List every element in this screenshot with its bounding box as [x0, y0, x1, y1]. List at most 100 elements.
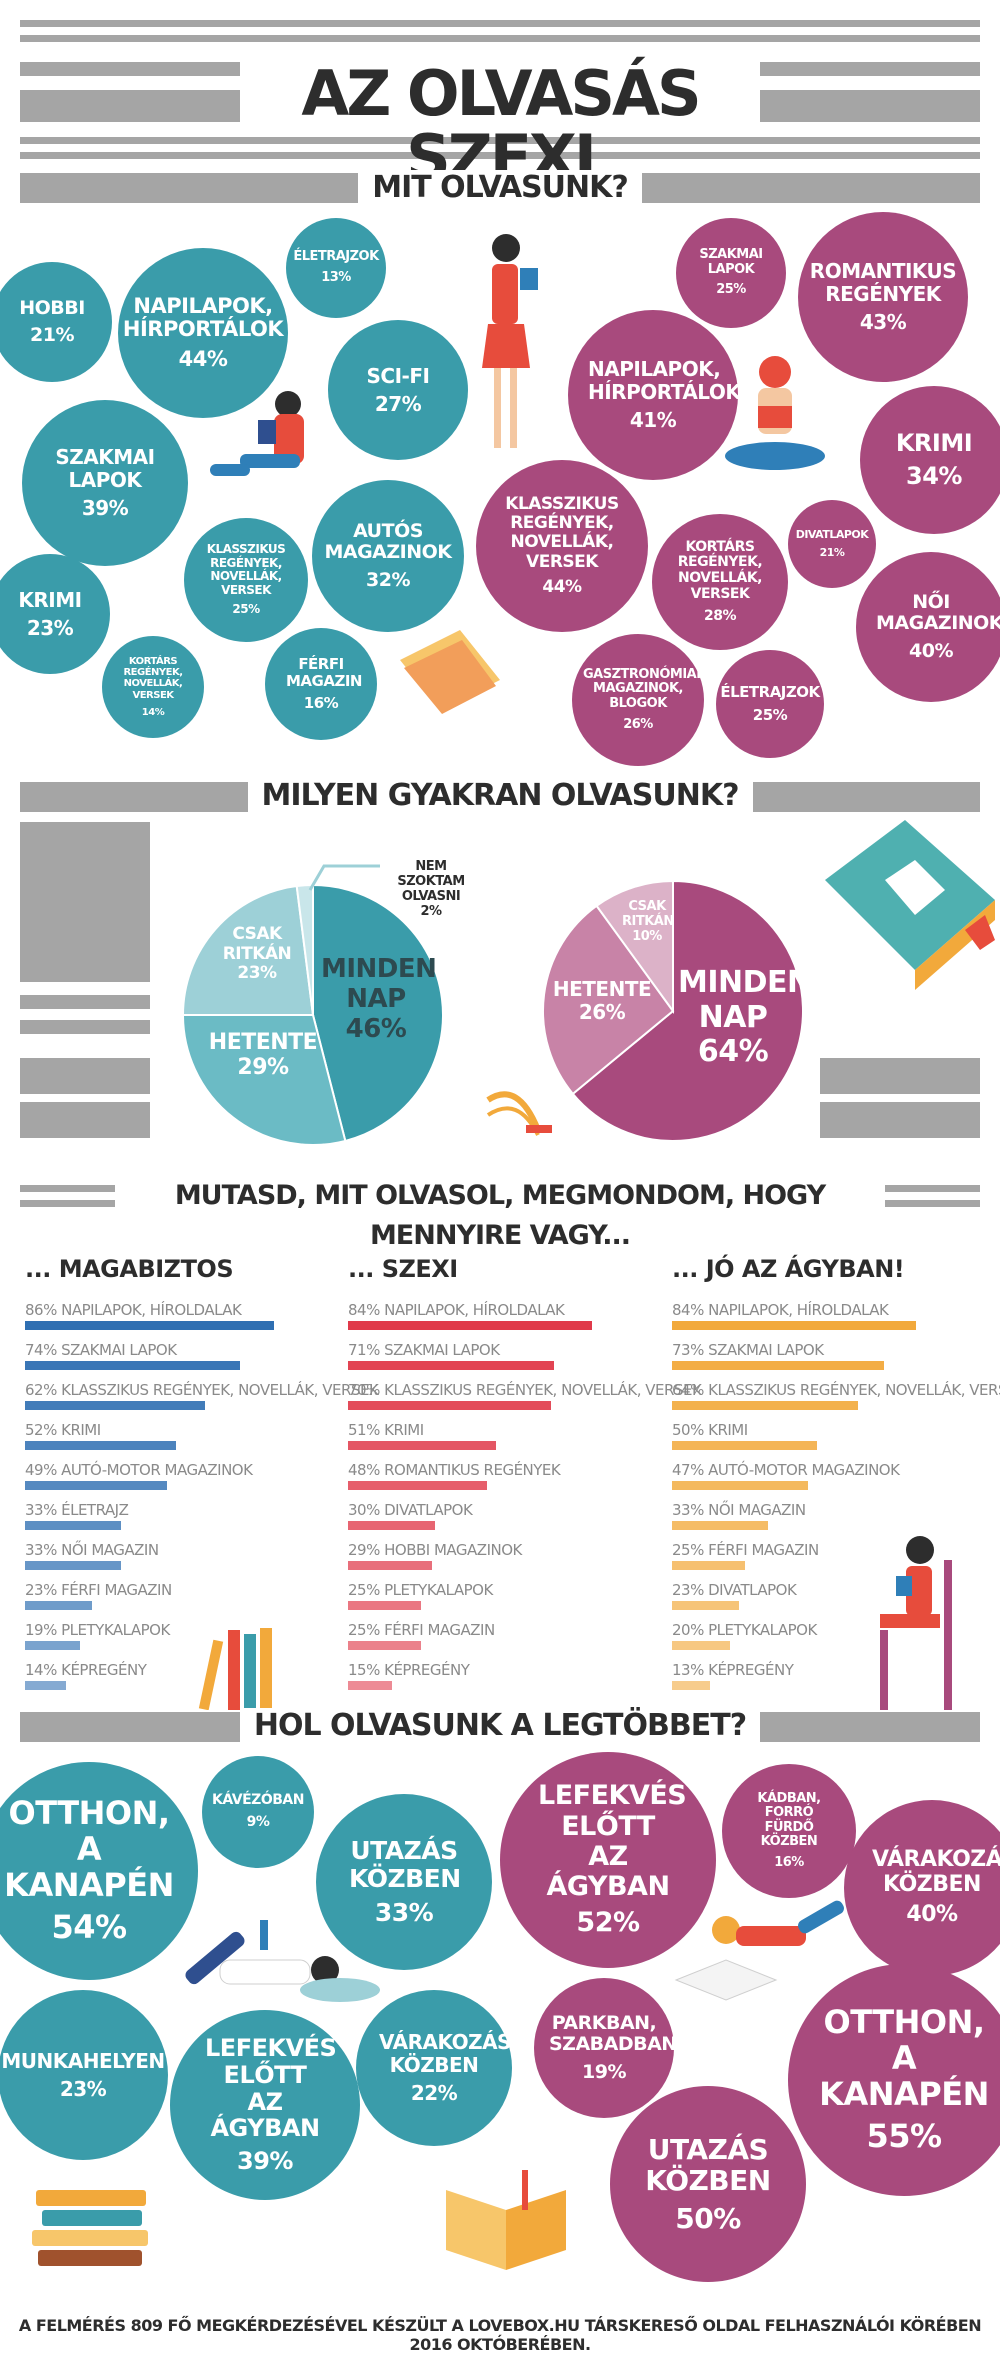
bar-item: 13% KÉPREGÉNY	[672, 1661, 982, 1701]
bar-label: 25% FÉRFI MAGAZIN	[348, 1621, 495, 1639]
bar	[348, 1521, 435, 1530]
what-bubble: NAPILAPOK, HÍRPORTÁLOK 41%	[568, 310, 741, 480]
where-bubble: LEFEKVÉS ELŐTT AZ ÁGYBAN 52%	[500, 1752, 716, 1968]
bar-label: 71% SZAKMAI LAPOK	[348, 1341, 500, 1359]
section-band	[885, 1200, 980, 1207]
bar	[672, 1321, 916, 1330]
bar-label: 25% FÉRFI MAGAZIN	[672, 1541, 819, 1559]
bar-item: 23% DIVATLAPOK	[672, 1581, 982, 1621]
pie1-leader-line	[308, 864, 380, 891]
bar-label: 30% DIVATLAPOK	[348, 1501, 473, 1519]
section-band	[20, 1200, 115, 1207]
what-bubble: HOBBI 21%	[0, 262, 112, 382]
bar-label: 23% DIVATLAPOK	[672, 1581, 797, 1599]
what-bubble: KLASSZIKUS REGÉNYEK, NOVELLÁK, VERSEK 44%	[476, 460, 648, 632]
header-stripe	[20, 62, 240, 76]
bar-item: 52% KRIMI	[25, 1421, 335, 1461]
bar	[348, 1641, 421, 1650]
bar	[25, 1641, 81, 1650]
decor-block	[820, 1058, 980, 1094]
bar-column-bed: ... JÓ AZ ÁGYBAN! 84% NAPILAPOK, HÍROLDA…	[672, 1255, 1000, 1701]
bar	[672, 1641, 730, 1650]
bar-label: 19% PLETYKALAPOK	[25, 1621, 170, 1639]
books-stack-illustration	[198, 1628, 272, 1710]
footer-note: A FELMÉRÉS 809 FŐ MEGKÉRDEZÉSÉVEL KÉSZÜL…	[18, 2316, 982, 2354]
woman-chair-illustration	[880, 1536, 952, 1710]
bar-item: 30% DIVATLAPOK	[348, 1501, 658, 1541]
decor-block	[820, 1102, 980, 1138]
bar	[348, 1561, 433, 1570]
pie-slice	[181, 884, 315, 1016]
where-bubble: UTAZÁS KÖZBEN 50%	[610, 2086, 806, 2282]
bar-item: 73% SZAKMAI LAPOK	[672, 1341, 982, 1381]
bar	[672, 1681, 710, 1690]
bar-item: 84% NAPILAPOK, HÍROLDALAK	[672, 1301, 982, 1341]
bar	[25, 1561, 121, 1570]
section-title-where: HOL OLVASUNK A LEGTÖBBET?	[0, 1706, 1000, 1746]
what-bubble: SZAKMAI LAPOK 39%	[22, 400, 188, 566]
decor-block	[20, 822, 150, 982]
what-bubble: NŐI MAGAZINOK 40%	[856, 552, 1000, 702]
header-stripe	[20, 35, 980, 42]
where-bubble: VÁRAKOZÁS KÖZBEN 22%	[356, 1990, 512, 2146]
bar	[25, 1401, 205, 1410]
bar-label: 51% KRIMI	[348, 1421, 424, 1439]
lying-woman-illustration	[674, 1900, 844, 2001]
pie-slice	[571, 879, 804, 1142]
bar-item: 33% NŐI MAGAZIN	[25, 1541, 335, 1581]
pie1-label: CSAK RITKÁN 23%	[222, 924, 292, 984]
bar-label: 86% NAPILAPOK, HÍROLDALAK	[25, 1301, 242, 1319]
bar-column-title: ... JÓ AZ ÁGYBAN!	[672, 1255, 905, 1283]
section-title-how-often: MILYEN GYAKRAN OLVASUNK?	[0, 776, 1000, 816]
what-bubble: SZAKMAI LAPOK 25%	[676, 218, 786, 328]
bar	[25, 1601, 92, 1610]
what-bubble: AUTÓS MAGAZINOK 32%	[312, 480, 464, 632]
bar-label: 13% KÉPREGÉNY	[672, 1661, 794, 1679]
section-title-what: MIT OLVASUNK?	[0, 168, 1000, 208]
bar-item: 47% AUTÓ-MOTOR MAGAZINOK	[672, 1461, 982, 1501]
woman-standing-illustration	[482, 234, 538, 448]
what-bubble: KRIMI 34%	[860, 386, 1000, 534]
bar-label: 33% NŐI MAGAZIN	[25, 1541, 159, 1559]
bar-column-title: ... SZEXI	[348, 1255, 458, 1283]
bar-item: 20% PLETYKALAPOK	[672, 1621, 982, 1661]
open-book-illustration	[486, 1091, 552, 1136]
where-bubble: LEFEKVÉS ELŐTT AZ ÁGYBAN 39%	[170, 2010, 360, 2200]
bar-item: 51% KRIMI	[348, 1421, 658, 1461]
pie2-label: CSAK RITKÁN 10%	[622, 899, 674, 944]
bar-item: 48% ROMANTIKUS REGÉNYEK	[348, 1461, 658, 1501]
bar-item: 70% KLASSZIKUS REGÉNYEK, NOVELLÁK, VERSE…	[348, 1381, 702, 1421]
bar	[348, 1681, 392, 1690]
pie-slice	[312, 883, 444, 1143]
bar-item: 71% SZAKMAI LAPOK	[348, 1341, 658, 1381]
bar-label: 48% ROMANTIKUS REGÉNYEK	[348, 1461, 561, 1479]
bar	[25, 1481, 168, 1490]
bar-label: 25% PLETYKALAPOK	[348, 1581, 493, 1599]
where-bubble: KÁVÉZÓBAN 9%	[202, 1756, 314, 1868]
bar-item: 64% KLASSZIKUS REGÉNYEK, NOVELLÁK, VERSE…	[672, 1381, 1000, 1421]
big-book-illustration	[825, 820, 995, 990]
bar-label: 47% AUTÓ-MOTOR MAGAZINOK	[672, 1461, 900, 1479]
what-bubble: SCI-FI 27%	[328, 320, 468, 460]
where-bubble: OTTHON, A KANAPÉN 55%	[788, 1964, 1000, 2196]
pie-slice	[542, 904, 675, 1096]
reclining-man-illustration	[185, 1920, 380, 2002]
bar-column-title: ... MAGABIZTOS	[25, 1255, 234, 1283]
bar-label: 23% FÉRFI MAGAZIN	[25, 1581, 172, 1599]
what-bubble: ROMANTIKUS REGÉNYEK 43%	[798, 212, 968, 382]
where-bubble: UTAZÁS KÖZBEN 33%	[316, 1794, 492, 1970]
section-band	[20, 1185, 115, 1192]
header-stripe	[20, 152, 980, 159]
bar-label: 70% KLASSZIKUS REGÉNYEK, NOVELLÁK, VERSE…	[348, 1381, 702, 1399]
bar-label: 15% KÉPREGÉNY	[348, 1661, 470, 1679]
pie-chart-2	[542, 879, 804, 1142]
bar-item: 74% SZAKMAI LAPOK	[25, 1341, 335, 1381]
header-stripe	[20, 90, 240, 122]
bar-label: 50% KRIMI	[672, 1421, 748, 1439]
bar	[672, 1441, 817, 1450]
pie1-label: NEM SZOKTAM OLVASNI 2%	[397, 859, 465, 919]
woman-sitting-illustration	[725, 356, 825, 470]
man-reading-illustration	[210, 391, 304, 476]
